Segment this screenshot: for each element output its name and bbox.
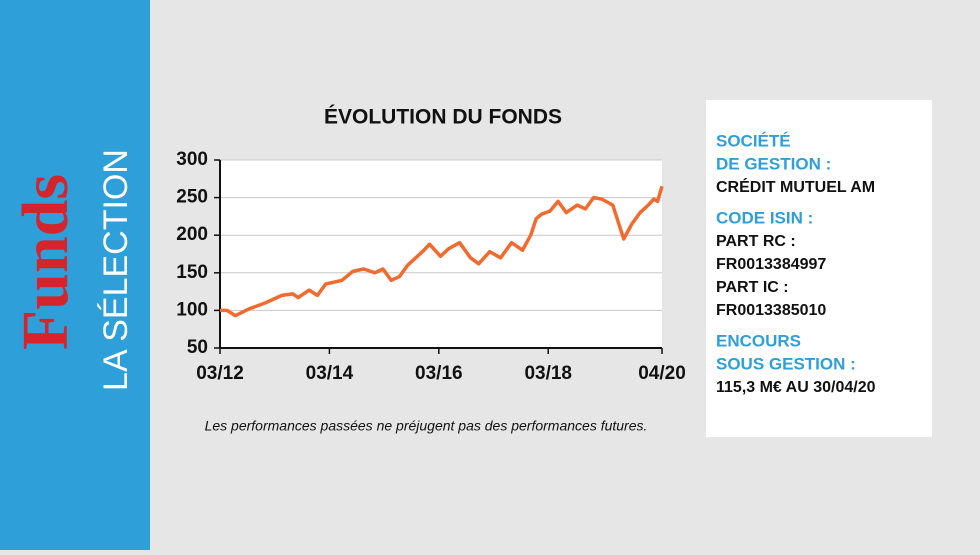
x-tick-label: 03/16 <box>415 363 463 384</box>
y-tick-label: 150 <box>176 262 208 283</box>
series-line <box>220 185 664 318</box>
x-tick-label: 04/20 <box>638 363 686 384</box>
y-tick-label: 250 <box>176 187 208 208</box>
info-label: SOUS GESTION : <box>716 354 856 373</box>
info-value: 115,3 M€ AU 30/04/20 <box>716 379 876 396</box>
info-label: ENCOURS <box>716 331 801 350</box>
y-tick-label: 100 <box>176 299 208 320</box>
info-value: PART IC : <box>716 279 789 296</box>
chart-title: ÉVOLUTION DU FONDS <box>324 106 562 129</box>
section-title: LA SÉLECTION <box>97 149 135 391</box>
info-label: CODE ISIN : <box>716 208 813 227</box>
info-value: FR0013385010 <box>716 302 826 319</box>
info-label: SOCIÉTÉ <box>716 131 791 150</box>
sidebar <box>0 0 150 550</box>
info-value: PART RC : <box>716 233 796 250</box>
info-label: DE GESTION : <box>716 154 831 173</box>
info-value: FR0013384997 <box>716 256 826 273</box>
info-value: CRÉDIT MUTUEL AM <box>716 177 875 196</box>
y-tick-label: 200 <box>176 224 208 245</box>
y-tick-label: 50 <box>187 337 208 358</box>
info-panel <box>706 100 932 437</box>
x-tick-label: 03/14 <box>306 363 354 384</box>
y-tick-label: 300 <box>176 149 208 170</box>
disclaimer: Les performances passées ne préjugent pa… <box>205 418 648 434</box>
x-tick-label: 03/18 <box>524 363 572 384</box>
x-tick-label: 03/12 <box>196 363 244 384</box>
brand: Funds <box>9 174 82 350</box>
